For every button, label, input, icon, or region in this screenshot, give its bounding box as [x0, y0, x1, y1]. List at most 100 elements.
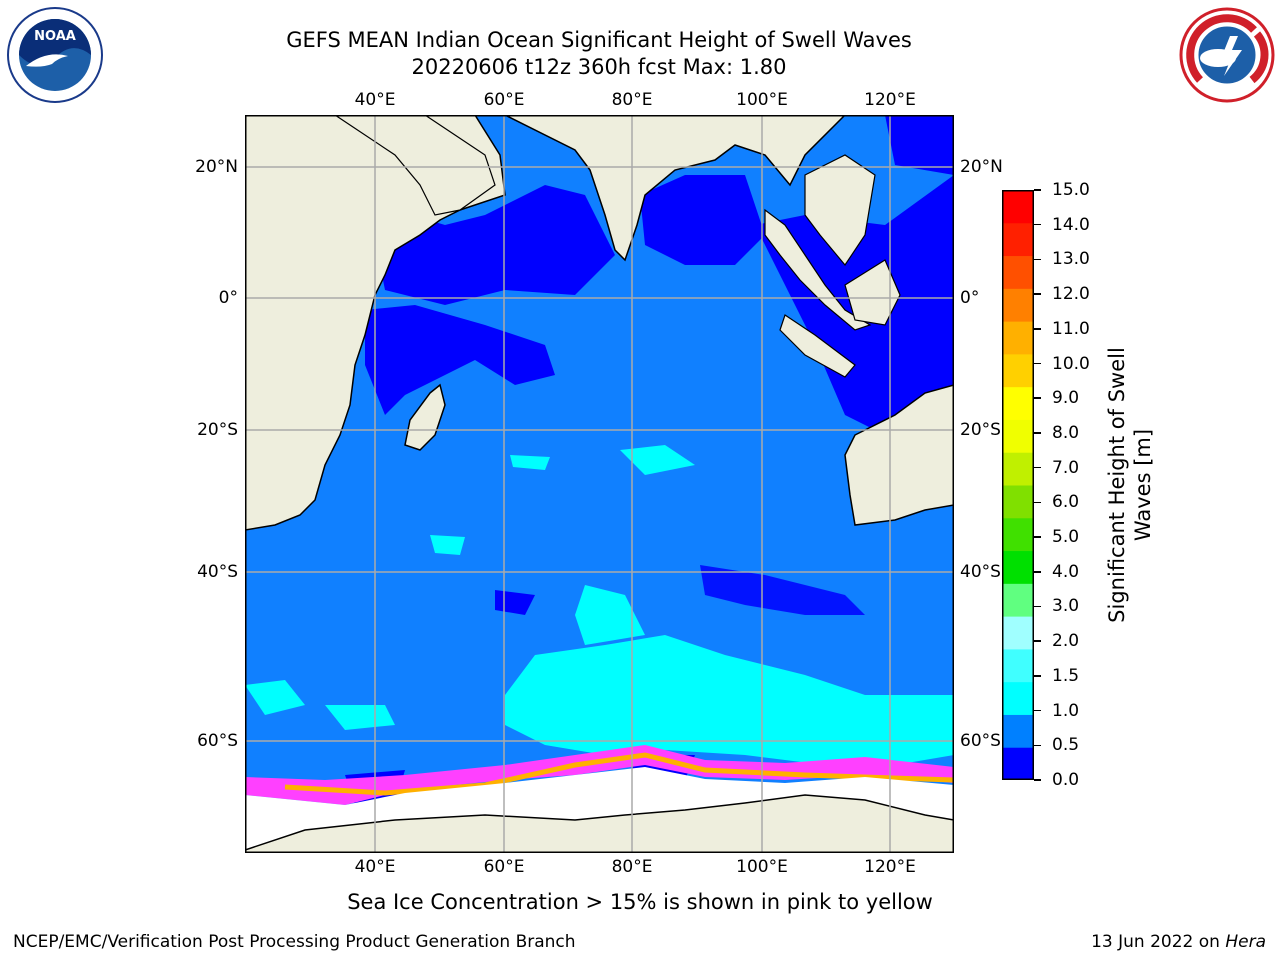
antarctica-land — [245, 794, 954, 853]
swell-height-map — [245, 115, 954, 853]
pacific-low — [885, 115, 954, 175]
lat-label-right: 20°N — [960, 157, 1003, 177]
colorbar-segment — [1002, 288, 1034, 322]
west-high-2 — [325, 705, 395, 730]
lon-label-bottom: 80°E — [611, 857, 653, 877]
lat-label-left: 0° — [218, 288, 238, 308]
colorbar-tick-label: 2.0 — [1052, 631, 1080, 652]
india-land — [504, 115, 847, 262]
colorbar-tick-mark — [1034, 258, 1041, 261]
lon-label-bottom: 100°E — [736, 857, 788, 877]
colorbar-tick-mark — [1034, 432, 1041, 434]
colorbar-segment — [1002, 321, 1034, 355]
south-patch-low — [700, 565, 865, 615]
colorbar-segment — [1002, 681, 1034, 715]
lat-label-left: 40°S — [197, 562, 238, 582]
lon-label-top: 40°E — [354, 90, 396, 110]
colorbar-tick-mark — [1034, 779, 1041, 781]
colorbar-tick-mark — [1034, 293, 1041, 295]
colorbar-tick-label: 13.0 — [1052, 249, 1090, 270]
lat-label-right: 20°S — [960, 420, 1001, 440]
colorbar-tick-label: 1.0 — [1052, 700, 1080, 721]
lon-label-bottom: 40°E — [354, 857, 396, 877]
colorbar-tick-mark — [1034, 640, 1041, 642]
colorbar-tick-label: 9.0 — [1052, 388, 1080, 409]
lon-label-top: 100°E — [736, 90, 788, 110]
small-high — [430, 535, 465, 555]
indochina-land — [804, 154, 876, 267]
bay-of-bengal-low — [640, 175, 765, 265]
sumatra-land — [779, 314, 856, 378]
lon-label-top: 60°E — [483, 90, 525, 110]
colorbar-tick-label: 11.0 — [1052, 318, 1090, 339]
colorbar-tick-mark — [1034, 709, 1041, 712]
colorbar-tick-mark — [1034, 744, 1041, 747]
colorbar-tick-mark — [1034, 501, 1041, 504]
southern-ocean-high — [505, 635, 954, 765]
footer-date: 13 Jun 2022 on Hera — [1091, 932, 1266, 952]
footer-host: Hera — [1225, 932, 1266, 952]
colorbar-tick-label: 7.0 — [1052, 457, 1080, 478]
south-central-high — [575, 585, 645, 645]
small-patch-low — [495, 590, 535, 615]
colorbar-tick-mark — [1034, 536, 1041, 538]
chart-title: GEFS MEAN Indian Ocean Significant Heigh… — [286, 28, 912, 52]
lat-label-left: 60°S — [197, 731, 238, 751]
sea-ice-caption: Sea Ice Concentration > 15% is shown in … — [347, 890, 933, 914]
chart-subtitle: 20220606 t12z 360h fcst Max: 1.80 — [411, 55, 787, 79]
colorbar-segment — [1002, 550, 1034, 584]
lon-label-bottom: 120°E — [864, 857, 916, 877]
colorbar-segment — [1002, 485, 1034, 519]
colorbar-segment — [1002, 190, 1034, 224]
colorbar-tick-label: 10.0 — [1052, 353, 1090, 374]
africa-land — [245, 115, 506, 531]
lon-label-bottom: 60°E — [483, 857, 525, 877]
graticule — [245, 115, 954, 853]
somali-basin-low — [365, 305, 555, 415]
west-high — [245, 680, 305, 715]
colorbar-tick-mark — [1034, 571, 1041, 573]
colorbar-label-line1: Significant Height of Swell — [1105, 347, 1129, 623]
colorbar-segment — [1002, 255, 1034, 289]
colorbar-tick-label: 5.0 — [1052, 527, 1080, 548]
colorbar-segment — [1002, 452, 1034, 486]
colorbar-segment — [1002, 583, 1034, 617]
colorbar-tick-label: 4.0 — [1052, 561, 1080, 582]
lat-label-right: 0° — [960, 288, 980, 308]
colorbar-tick-mark — [1034, 328, 1041, 330]
colorbar-tick-label: 0.0 — [1052, 770, 1080, 790]
lat-label-right: 40°S — [960, 562, 1001, 582]
ice-edge-outer — [284, 752, 954, 796]
colorbar-segment — [1002, 648, 1034, 683]
lat-label-left: 20°S — [197, 420, 238, 440]
colorbar-tick-mark — [1034, 223, 1041, 226]
footer-org: NCEP/EMC/Verification Post Processing Pr… — [13, 932, 576, 952]
madagascar-land — [404, 383, 446, 451]
colorbar-segment — [1002, 714, 1034, 748]
colorbar-tick-mark — [1034, 189, 1041, 191]
colorbar-segment — [1002, 353, 1034, 388]
colorbar-tick-mark — [1034, 397, 1041, 399]
malay-peninsula-land — [764, 208, 872, 331]
lat-label-left: 20°N — [195, 157, 238, 177]
colorbar-segment — [1002, 517, 1034, 552]
colorbar-tick-label: 12.0 — [1052, 284, 1090, 305]
colorbar-tick-label: 0.5 — [1052, 735, 1080, 756]
colorbar-segment — [1002, 386, 1034, 420]
colorbar-segment — [1002, 747, 1034, 780]
central-high-2 — [510, 455, 550, 470]
colorbar-label-line2: Waves [m] — [1131, 428, 1155, 542]
colorbar — [1002, 190, 1034, 780]
colorbar-tick-mark — [1034, 466, 1041, 469]
noaa-logo: NOAA — [7, 7, 103, 103]
lat-label-right: 60°S — [960, 731, 1001, 751]
colorbar-tick-label: 14.0 — [1052, 214, 1090, 235]
colorbar-tick-label: 3.0 — [1052, 596, 1080, 617]
lon-label-top: 80°E — [611, 90, 653, 110]
australia-land — [844, 384, 954, 526]
footer-date-text: 13 Jun 2022 on — [1091, 932, 1226, 952]
map-frame — [245, 115, 954, 853]
colorbar-tick-label: 8.0 — [1052, 422, 1080, 443]
central-high-1 — [620, 445, 695, 475]
borneo-land — [844, 259, 901, 326]
